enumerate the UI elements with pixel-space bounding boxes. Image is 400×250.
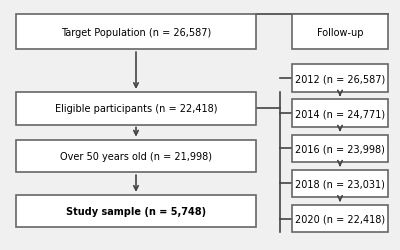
Text: Target Population (n = 26,587): Target Population (n = 26,587) (61, 28, 211, 38)
FancyBboxPatch shape (292, 205, 388, 233)
Text: Eligible participants (n = 22,418): Eligible participants (n = 22,418) (55, 104, 217, 114)
FancyBboxPatch shape (16, 92, 256, 125)
FancyBboxPatch shape (292, 135, 388, 162)
FancyBboxPatch shape (16, 195, 256, 228)
Text: Follow-up: Follow-up (317, 28, 363, 38)
FancyBboxPatch shape (292, 65, 388, 92)
Text: 2018 (n = 23,031): 2018 (n = 23,031) (295, 179, 385, 189)
FancyBboxPatch shape (292, 100, 388, 128)
FancyBboxPatch shape (292, 170, 388, 198)
Text: 2020 (n = 22,418): 2020 (n = 22,418) (295, 214, 385, 224)
Text: Over 50 years old (n = 21,998): Over 50 years old (n = 21,998) (60, 151, 212, 161)
Text: 2014 (n = 24,771): 2014 (n = 24,771) (295, 109, 385, 119)
FancyBboxPatch shape (16, 15, 256, 50)
FancyBboxPatch shape (16, 140, 256, 172)
Text: 2012 (n = 26,587): 2012 (n = 26,587) (295, 74, 385, 84)
Text: 2016 (n = 23,998): 2016 (n = 23,998) (295, 144, 385, 154)
Text: Study sample (n = 5,748): Study sample (n = 5,748) (66, 206, 206, 216)
FancyBboxPatch shape (292, 15, 388, 50)
